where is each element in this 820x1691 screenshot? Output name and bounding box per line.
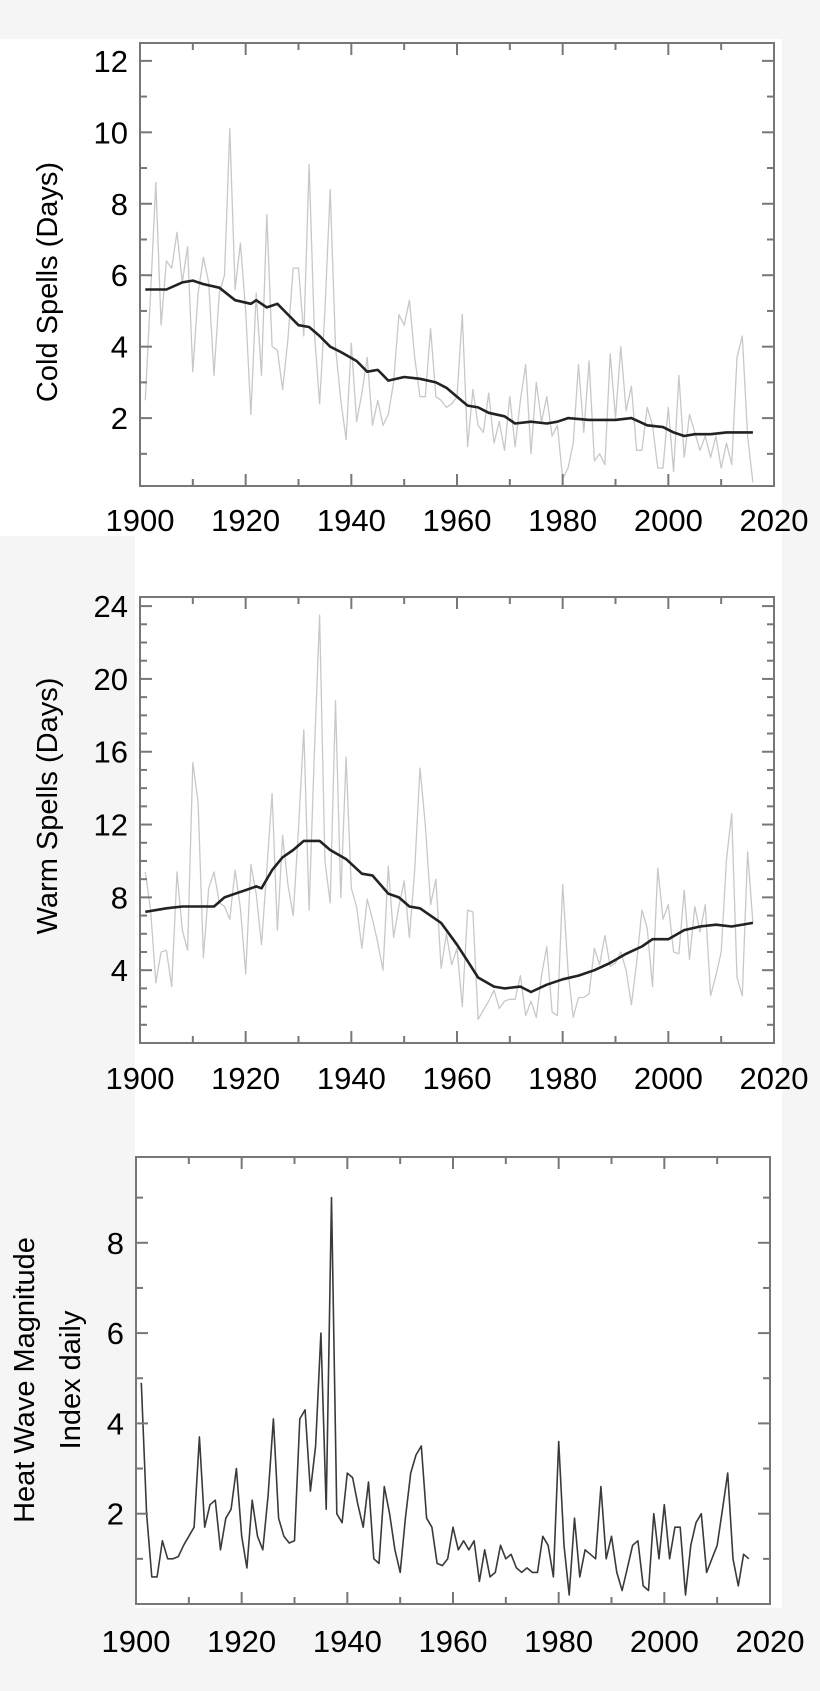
x-tick-label: 1940	[317, 1061, 386, 1096]
cold-spells-smoothed-line	[145, 279, 753, 438]
x-tick-label: 2000	[634, 1061, 703, 1096]
cold-spells-y-axis-label: Cold Spells (Days)	[32, 162, 64, 402]
y-axis-label-line: Warm Spells (Days)	[32, 678, 64, 935]
x-tick-label: 1940	[313, 1624, 382, 1659]
x-tick-label: 1940	[317, 503, 386, 538]
warm-spells-annual-line	[144, 614, 754, 1020]
y-tick-label: 8	[107, 1226, 124, 1261]
heat-wave-magnitude-y-axis-label: Heat Wave Magnitude Index daily	[9, 1237, 87, 1523]
x-tick-label: 1900	[102, 1624, 171, 1659]
cold-spells-annual-line	[144, 128, 754, 483]
y-tick-label: 4	[107, 1406, 124, 1441]
x-tick-label: 2020	[736, 1624, 805, 1659]
y-tick-label: 4	[111, 330, 128, 365]
x-tick-label: 1920	[211, 503, 280, 538]
y-tick-label: 2	[111, 401, 128, 436]
x-tick-label: 1980	[528, 503, 597, 538]
x-tick-label: 1920	[211, 1061, 280, 1096]
warm-spells-chart: 1900 1920 1940 1960 1980 2000 2020 4 8 12 16 20 24 Wa…	[32, 589, 808, 1096]
warm-spells-smoothed-line	[145, 839, 754, 994]
y-tick-label: 4	[111, 953, 128, 988]
x-tick-label: 1980	[528, 1061, 597, 1096]
x-tick-label: 2020	[740, 1061, 809, 1096]
y-tick-label: 6	[107, 1316, 124, 1351]
x-tick-label: 1980	[524, 1624, 593, 1659]
heat-wave-magnitude-annual-line	[140, 1196, 750, 1596]
y-tick-label: 8	[111, 880, 128, 915]
y-axis-label-line: Heat Wave Magnitude	[9, 1237, 41, 1523]
x-tick-label: 1960	[423, 1061, 492, 1096]
y-axis-label-line: Index daily	[55, 1310, 87, 1449]
y-tick-label: 20	[94, 662, 128, 697]
cold-spells-chart: 1900 1920 1940 1960 1980 2000 2020 2 4 6 8 10 12 Cold…	[32, 42, 809, 538]
x-tick-label: 1960	[419, 1624, 488, 1659]
x-tick-label: 2000	[634, 503, 703, 538]
x-tick-label: 1960	[423, 503, 492, 538]
y-axis-label-line: Cold Spells (Days)	[32, 162, 64, 402]
warm-spells-y-axis-label: Warm Spells (Days)	[32, 678, 64, 935]
y-tick-label: 8	[111, 187, 128, 222]
y-tick-label: 2	[107, 1497, 124, 1532]
heat-wave-magnitude-chart: 1900 1920 1940 1960 1980 2000 2020 2 4 6 8 Heat Wav…	[9, 1156, 805, 1659]
y-tick-label: 12	[94, 808, 128, 843]
panel-background-lower	[135, 536, 782, 1608]
y-tick-label: 24	[94, 589, 128, 624]
panel-background-cold	[0, 39, 782, 536]
x-tick-label: 1920	[207, 1624, 276, 1659]
x-tick-label: 1900	[106, 1061, 175, 1096]
x-tick-label: 2020	[740, 503, 809, 538]
y-tick-label: 10	[94, 115, 128, 150]
y-tick-label: 16	[94, 735, 128, 770]
y-tick-label: 6	[111, 258, 128, 293]
x-tick-label: 1900	[106, 503, 175, 538]
y-tick-label: 12	[94, 44, 128, 79]
x-tick-label: 2000	[630, 1624, 699, 1659]
